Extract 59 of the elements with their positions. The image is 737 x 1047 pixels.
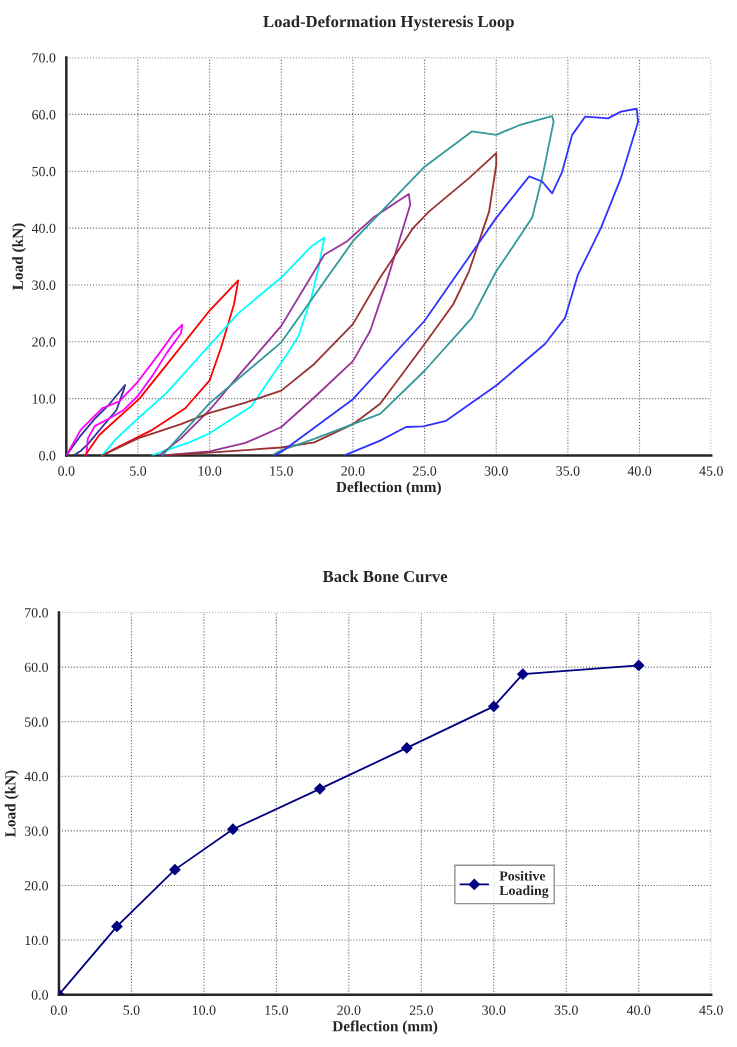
x-tick-label: 25.0 — [413, 466, 437, 476]
point — [633, 659, 645, 672]
y-tick-label: 10.0 — [32, 394, 56, 404]
point — [517, 668, 529, 680]
legend-label: Positive Loading — [499, 870, 549, 899]
x-tick-label: 5.0 — [123, 1005, 140, 1015]
line-series — [161, 115, 555, 456]
point — [488, 700, 500, 713]
line-series — [84, 279, 240, 456]
chart-title: Back Bone Curve — [322, 570, 448, 583]
x-tick-label: 15.0 — [265, 1005, 288, 1015]
x-tick-label: 20.0 — [341, 466, 365, 476]
point — [401, 742, 413, 754]
x-tick-label: 35.0 — [556, 466, 580, 476]
y-tick-label: 10.0 — [25, 935, 49, 946]
y-tick-label: 20.0 — [32, 337, 56, 347]
point — [227, 823, 239, 835]
point — [169, 864, 181, 876]
line-series — [158, 193, 412, 456]
line-series — [66, 384, 126, 456]
x-tick-label: 20.0 — [337, 1005, 361, 1015]
x-axis-title: Deflection (mm) — [336, 481, 441, 496]
x-tick-label: 40.0 — [627, 466, 652, 476]
x-tick-label: 25.0 — [409, 1005, 433, 1015]
y-tick-label: 0.0 — [31, 990, 49, 1000]
y-tick-label: 20.0 — [24, 881, 49, 891]
line-series — [273, 107, 640, 456]
x-tick-label: 10.0 — [192, 1005, 216, 1015]
y-tick-label: 50.0 — [25, 717, 49, 727]
point — [314, 783, 326, 795]
x-tick-label: 15.0 — [270, 466, 293, 476]
line-series — [101, 152, 498, 456]
x-axis-title: Deflection (mm) — [332, 1020, 438, 1035]
y-tick-label: 60.0 — [32, 110, 56, 120]
y-tick-label: 60.0 — [24, 662, 49, 673]
x-tick-label: 30.0 — [484, 466, 508, 476]
x-tick-label: 45.0 — [699, 466, 723, 476]
x-tick-label: 35.0 — [554, 1005, 578, 1015]
y-tick-label: 50.0 — [32, 166, 56, 177]
x-tick-label: 10.0 — [198, 466, 222, 476]
y-tick-label: 40.0 — [24, 771, 49, 782]
line-series — [66, 323, 184, 456]
y-tick-label: 30.0 — [32, 280, 56, 290]
y-tick-label: 40.0 — [31, 223, 56, 234]
y-tick-label: 70.0 — [32, 53, 56, 63]
y-tick-label: 30.0 — [24, 826, 49, 836]
y-tick-label: 70.0 — [25, 608, 49, 618]
x-tick-label: 40.0 — [626, 1005, 651, 1015]
chart-title: Load-Deformation Hysteresis Loop — [263, 15, 514, 31]
line-series — [101, 236, 326, 456]
y-axis-title: Load (kN) — [12, 223, 27, 290]
x-tick-label: 0.0 — [50, 1005, 68, 1015]
x-tick-label: 5.0 — [130, 466, 147, 476]
y-tick-label: 0.0 — [39, 451, 56, 461]
x-tick-label: 0.0 — [58, 466, 75, 476]
x-tick-label: 45.0 — [699, 1005, 723, 1015]
point — [111, 920, 123, 933]
y-axis-title: Load (kN) — [4, 770, 19, 838]
x-tick-label: 30.0 — [482, 1005, 506, 1015]
